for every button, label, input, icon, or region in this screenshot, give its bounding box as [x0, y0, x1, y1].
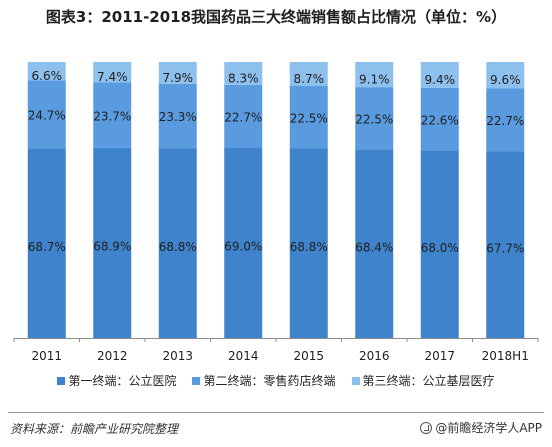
- data-label-2012-series-2: 23.7%: [93, 109, 131, 123]
- data-label-2016-series-2: 22.5%: [355, 112, 393, 126]
- bar-2018H1-series-2: [486, 88, 525, 152]
- legend-swatch-series-2: [192, 376, 201, 385]
- data-label-2014-series-1: 69.0%: [224, 240, 262, 254]
- bar-2013-series-2: [158, 83, 197, 149]
- data-label-2018H1-series-2: 22.7%: [486, 114, 524, 128]
- bar-2013-series-1: [158, 148, 197, 338]
- data-label-2018H1-series-1: 67.7%: [486, 241, 524, 255]
- legend-item-series-3: 第三终端：公立基层医疗: [351, 372, 495, 389]
- bar-2014-series-2: [224, 84, 263, 148]
- data-label-2014-series-3: 8.3%: [228, 71, 259, 85]
- bar-2015-series-1: [289, 148, 328, 338]
- data-label-2012-series-1: 68.9%: [93, 240, 131, 254]
- chart-title: 图表3：2011-2018我国药品三大终端销售额占比情况（单位：%）: [45, 8, 507, 26]
- brand-logo-icon: [420, 421, 433, 434]
- legend-swatch-series-1: [57, 376, 66, 385]
- data-label-2011-series-3: 6.6%: [32, 69, 63, 83]
- chart-legend: 第一终端：公立医院 第二终端：零售药店终端 第三终端：公立基层医疗: [0, 372, 552, 389]
- bar-2011-series-2: [27, 80, 66, 149]
- x-tick-label-2017: 2017: [424, 349, 455, 363]
- bar-2011-series-1: [27, 148, 66, 338]
- bar-2014-series-1: [224, 147, 263, 338]
- legend-swatch-series-3: [351, 376, 360, 385]
- legend-item-series-2: 第二终端：零售药店终端: [192, 372, 336, 389]
- legend-item-series-1: 第一终端：公立医院: [57, 372, 176, 389]
- legend-label-series-1: 第一终端：公立医院: [68, 374, 177, 388]
- bar-2012-series-1: [93, 147, 132, 338]
- x-tick-label-2013: 2013: [162, 349, 193, 363]
- data-label-2013-series-3: 7.9%: [163, 71, 194, 85]
- x-tick-label-2015: 2015: [293, 349, 324, 363]
- legend-label-series-2: 第二终端：零售药店终端: [203, 374, 336, 388]
- x-tick-label-2011: 2011: [31, 349, 62, 363]
- bar-2016-series-2: [355, 87, 394, 150]
- data-label-2015-series-2: 22.5%: [290, 111, 328, 125]
- footer-divider: [8, 412, 544, 413]
- data-label-2017-series-3: 9.4%: [425, 73, 456, 87]
- data-label-2012-series-3: 7.4%: [97, 70, 128, 84]
- data-label-2015-series-1: 68.8%: [290, 240, 328, 254]
- bar-2018H1-series-3: [486, 62, 525, 89]
- brand-credit: @前瞻经济学人APP: [420, 419, 542, 436]
- bar-2017-series-3: [420, 62, 459, 88]
- brand-label: @前瞻经济学人APP: [435, 421, 542, 435]
- bar-2016-series-3: [355, 62, 394, 88]
- x-tick-label-2012: 2012: [97, 349, 128, 363]
- data-label-2013-series-1: 68.8%: [159, 240, 197, 254]
- bar-2012-series-2: [93, 82, 132, 148]
- data-label-2015-series-3: 8.7%: [294, 72, 325, 86]
- data-label-2016-series-1: 68.4%: [355, 240, 393, 254]
- data-label-2016-series-3: 9.1%: [359, 73, 390, 87]
- data-label-2011-series-1: 68.7%: [28, 240, 66, 254]
- x-tick-label-2014: 2014: [228, 349, 259, 363]
- bar-2012-series-3: [93, 62, 132, 83]
- bar-2014-series-3: [224, 62, 263, 85]
- data-label-2011-series-2: 24.7%: [28, 109, 66, 123]
- x-tick-label-2018H1: 2018H1: [482, 349, 529, 363]
- bar-2018H1-series-1: [486, 151, 525, 338]
- bar-2011-series-3: [27, 62, 66, 81]
- data-label-2014-series-2: 22.7%: [224, 110, 262, 124]
- legend-label-series-3: 第三终端：公立基层医疗: [362, 374, 495, 388]
- bar-2015-series-2: [289, 86, 328, 149]
- x-tick-label-2016: 2016: [359, 349, 390, 363]
- bar-2017-series-2: [420, 87, 459, 151]
- bar-2013-series-3: [158, 62, 197, 84]
- source-note: 资料来源：前瞻产业研究院整理: [10, 422, 179, 436]
- bar-2015-series-3: [289, 62, 328, 87]
- bar-2016-series-1: [355, 149, 394, 338]
- bar-2017-series-1: [420, 150, 459, 338]
- data-label-2018H1-series-3: 9.6%: [490, 73, 521, 87]
- data-label-2017-series-2: 22.6%: [421, 113, 459, 127]
- data-label-2013-series-2: 23.3%: [159, 110, 197, 124]
- data-label-2017-series-1: 68.0%: [421, 241, 459, 255]
